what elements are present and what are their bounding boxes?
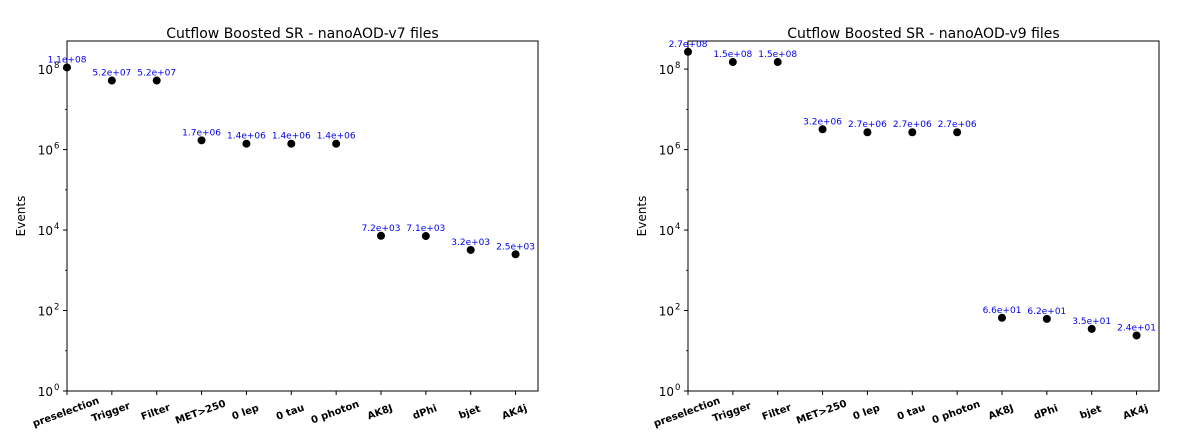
data-point: [197, 136, 206, 145]
y-tick-exponent: 0: [54, 383, 59, 393]
data-value-label: 2.7e+06: [893, 120, 932, 130]
x-tick-label: 0 tau: [896, 403, 927, 423]
data-point: [684, 47, 692, 56]
data-value-label: 1.4e+06: [317, 132, 356, 142]
x-tick-label: Filter: [140, 402, 172, 423]
data-point: [863, 128, 872, 137]
x-tick-label: 0 tau: [275, 403, 306, 423]
x-tick-label: AK8J: [987, 403, 1015, 422]
y-tick-exponent: 4: [54, 222, 59, 232]
y-tick-exponent: 0: [675, 383, 680, 393]
data-point: [908, 128, 917, 137]
chart-title: Cutflow Boosted SR - nanoAOD-v9 files: [787, 26, 1059, 42]
chart-panel-1: Cutflow Boosted SR - nanoAOD-v9 files Eve…: [635, 26, 1160, 430]
x-tick-label: preselection: [652, 396, 721, 430]
data-point: [998, 313, 1006, 322]
data-value-label: 1.5e+08: [758, 50, 797, 60]
data-value-label: 2.5e+03: [496, 242, 535, 252]
data-value-label: 7.1e+03: [406, 224, 445, 234]
data-value-label: 3.2e+03: [451, 238, 490, 248]
data-point: [421, 232, 430, 241]
x-tick-label: dPhi: [411, 403, 438, 422]
data-point: [1132, 331, 1141, 340]
data-point: [1042, 314, 1051, 323]
y-tick-exponent: 2: [54, 303, 59, 313]
x-tick-label: AK4j: [501, 403, 529, 422]
data-value-label: 2.7e+06: [848, 120, 887, 130]
plot-area-frame: [66, 40, 539, 392]
x-tick-label: Filter: [761, 402, 793, 423]
data-point: [953, 128, 962, 137]
data-value-label: 1.7e+06: [182, 128, 221, 138]
y-tick-exponent: 2: [675, 303, 680, 313]
y-tick-label: 10: [659, 385, 674, 399]
y-tick-label: 10: [659, 144, 674, 158]
x-tick-label: bjet: [1079, 404, 1104, 422]
data-value-label: 2.7e+08: [669, 40, 708, 50]
x-tick-label: 0 lep: [231, 403, 261, 423]
y-tick-exponent: 8: [675, 61, 680, 71]
data-point: [63, 63, 71, 72]
x-tick-label: bjet: [458, 404, 483, 422]
data-value-label: 6.6e+01: [983, 306, 1022, 316]
x-tick-label: preselection: [31, 396, 100, 430]
data-value-label: 1.4e+06: [272, 132, 311, 142]
data-point: [466, 245, 475, 254]
y-tick-label: 10: [659, 224, 674, 238]
data-value-label: 2.7e+06: [938, 120, 977, 130]
plot-area-frame: [687, 40, 1160, 392]
data-point: [773, 58, 782, 67]
data-point: [1087, 324, 1096, 333]
x-tick-label: 0 photon: [310, 399, 361, 427]
data-value-label: 1.4e+06: [227, 132, 266, 142]
y-axis-label: Events: [14, 196, 28, 237]
x-tick-label: dPhi: [1032, 403, 1059, 422]
data-value-label: 5.2e+07: [137, 69, 176, 79]
data-point: [242, 139, 251, 148]
data-value-label: 3.2e+06: [803, 117, 842, 127]
x-tick-label: 0 lep: [852, 403, 882, 423]
chart-title: Cutflow Boosted SR - nanoAOD-v7 files: [166, 26, 438, 42]
x-tick-label: AK8J: [366, 403, 394, 422]
data-point: [377, 231, 385, 240]
chart-panel-0: Cutflow Boosted SR - nanoAOD-v7 files Eve…: [14, 26, 539, 430]
data-value-label: 2.4e+01: [1117, 323, 1156, 333]
y-axis-label: Events: [635, 196, 649, 237]
data-point: [511, 250, 520, 259]
data-value-label: 1.1e+08: [48, 55, 87, 65]
data-value-label: 5.2e+07: [92, 69, 131, 79]
y-tick-exponent: 4: [675, 222, 680, 232]
data-point: [107, 76, 116, 85]
y-tick-exponent: 6: [54, 142, 59, 152]
y-tick-label: 10: [38, 144, 53, 158]
y-tick-label: 10: [38, 305, 53, 319]
y-tick-label: 10: [38, 224, 53, 238]
y-tick-label: 10: [659, 305, 674, 319]
x-tick-label: MET>250: [795, 398, 848, 426]
data-value-label: 3.5e+01: [1072, 317, 1111, 327]
data-value-label: 6.2e+01: [1027, 307, 1066, 317]
data-value-label: 1.5e+08: [713, 50, 752, 60]
y-tick-label: 10: [659, 63, 674, 77]
y-tick-exponent: 8: [54, 61, 59, 71]
y-tick-label: 10: [38, 63, 53, 77]
data-point: [818, 125, 827, 134]
y-tick-exponent: 6: [675, 142, 680, 152]
data-value-label: 7.2e+03: [362, 224, 401, 234]
data-point: [728, 58, 737, 67]
x-tick-label: AK4j: [1122, 403, 1150, 422]
x-tick-label: MET>250: [174, 398, 227, 426]
data-point: [332, 139, 341, 148]
x-tick-label: 0 photon: [931, 399, 982, 427]
data-point: [152, 76, 161, 85]
data-point: [287, 139, 296, 148]
y-tick-label: 10: [38, 385, 53, 399]
